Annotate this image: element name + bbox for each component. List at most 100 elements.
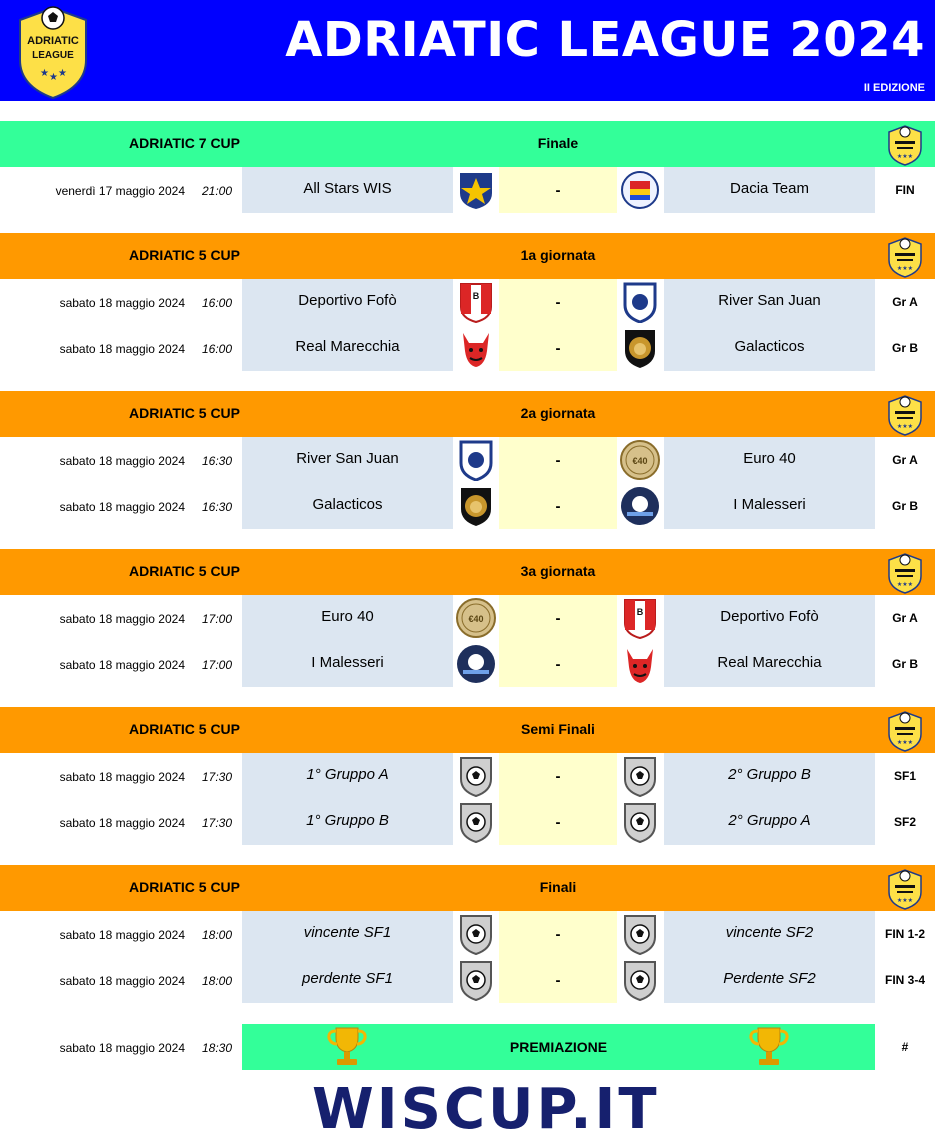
away-team: 2° Gruppo A [664, 799, 875, 845]
home-team: Real Marecchia [242, 325, 453, 371]
home-team: Deportivo Fofò [242, 279, 453, 325]
cup-name: ADRIATIC 5 CUP [129, 247, 240, 263]
euro-coin-icon: €40 [620, 440, 660, 480]
match-code: Gr A [892, 295, 918, 309]
svg-text:★★★: ★★★ [897, 265, 913, 272]
match-row: sabato 18 maggio 2024 17:30 1° Gruppo A - 2°… [0, 753, 935, 799]
match-score: - [499, 911, 617, 957]
match-code: FIN 1-2 [884, 927, 925, 941]
match-date: sabato 18 maggio 2024 [59, 770, 185, 784]
fbi-shield-icon: B [624, 599, 656, 639]
round-name: Finali [539, 879, 577, 895]
match-time: 21:00 [201, 184, 232, 198]
match-code: FIN 3-4 [884, 973, 925, 987]
match-row: sabato 18 maggio 2024 18:00 vincente SF1- v… [0, 911, 935, 957]
cup-name: ADRIATIC 5 CUP [129, 405, 240, 421]
match-row: sabato 18 maggio 2024 16:30 Galacticos - I M… [0, 483, 935, 529]
match-code: Gr A [892, 611, 918, 625]
adriatic-mini-logo-icon: ★★★ [888, 237, 922, 278]
match-row: venerdì 17 maggio 2024 21:00 All Stars WIS… [0, 167, 935, 213]
malesseri-ball-icon [621, 487, 659, 525]
match-score: - [499, 483, 617, 529]
svg-text:★: ★ [40, 68, 49, 79]
premiazione-row: sabato 18 maggio 2024 18:30 PREMIAZIONE … [0, 1024, 935, 1070]
match-time: 16:00 [201, 342, 232, 356]
svg-text:★★★: ★★★ [897, 581, 913, 588]
section-header: ADRIATIC 5 CUP Semi Finali ★★★ [0, 707, 935, 753]
match-time: 17:30 [201, 816, 232, 830]
match-row: sabato 18 maggio 2024 16:00 Real Marecchia… [0, 325, 935, 371]
home-team: River San Juan [242, 437, 453, 483]
devil-icon [627, 649, 653, 683]
lion-shield-icon [461, 488, 491, 526]
home-team: 1° Gruppo A [242, 753, 453, 799]
svg-text:★: ★ [49, 72, 58, 83]
section-header: ADRIATIC 5 CUP Finali ★★★ [0, 865, 935, 911]
match-code: Gr B [891, 657, 918, 671]
match-code: SF1 [893, 769, 916, 783]
adriatic-mini-logo-icon: ★★★ [888, 395, 922, 436]
match-code: Gr B [891, 499, 918, 513]
cup-name: ADRIATIC 7 CUP [129, 135, 240, 151]
malesseri-ball-icon [457, 645, 495, 683]
round-name: Finale [537, 135, 579, 151]
match-code: FIN [895, 183, 915, 197]
round-name: 3a giornata [520, 563, 596, 579]
match-date: sabato 18 maggio 2024 [59, 1041, 185, 1055]
match-date: sabato 18 maggio 2024 [59, 454, 185, 468]
match-score: - [499, 279, 617, 325]
away-team: Perdente SF2 [664, 957, 875, 1003]
match-date: sabato 18 maggio 2024 [59, 296, 185, 310]
section-header: ADRIATIC 7 CUP Finale ★★★ [0, 121, 935, 167]
euro-coin-icon: €40 [456, 598, 496, 638]
lion-shield-icon [625, 330, 655, 368]
match-code: # [901, 1040, 909, 1054]
cup-name: ADRIATIC 5 CUP [129, 721, 240, 737]
match-row: sabato 18 maggio 2024 16:30 River San Juan… [0, 437, 935, 483]
svg-text:★★★: ★★★ [897, 897, 913, 904]
svg-text:★★★: ★★★ [897, 153, 913, 160]
cup-name: ADRIATIC 5 CUP [129, 879, 240, 895]
generic-ball-shield-icon [460, 961, 492, 1001]
match-time: 16:00 [201, 296, 232, 310]
away-team: Deportivo Fofò [664, 595, 875, 641]
wiscup-brand-logo: WISCUP.IT [312, 1077, 660, 1142]
home-team: I Malesseri [242, 641, 453, 687]
match-score: - [499, 957, 617, 1003]
match-score: - [499, 595, 617, 641]
away-team: Galacticos [664, 325, 875, 371]
away-team: River San Juan [664, 279, 875, 325]
svg-text:★★★: ★★★ [897, 739, 913, 746]
home-team: perdente SF1 [242, 957, 453, 1003]
home-team: vincente SF1 [242, 911, 453, 957]
generic-ball-shield-icon [624, 915, 656, 955]
away-team: Real Marecchia [664, 641, 875, 687]
match-score: - [499, 437, 617, 483]
generic-ball-shield-icon [460, 757, 492, 797]
match-time: 17:00 [201, 658, 232, 672]
svg-text:B: B [473, 291, 480, 301]
match-score: - [499, 167, 617, 213]
fbi-shield-icon: B [460, 283, 492, 323]
svg-text:B: B [637, 607, 644, 617]
away-team: 2° Gruppo B [664, 753, 875, 799]
svg-text:€40: €40 [632, 456, 647, 466]
match-date: sabato 18 maggio 2024 [59, 342, 185, 356]
away-team: Euro 40 [664, 437, 875, 483]
svg-text:★★★: ★★★ [897, 423, 913, 430]
home-team: 1° Gruppo B [242, 799, 453, 845]
match-row: sabato 18 maggio 2024 17:00 Euro 40 €40 - B De… [0, 595, 935, 641]
generic-ball-shield-icon [624, 961, 656, 1001]
match-score: - [499, 641, 617, 687]
adriatic-league-logo-icon: ADRIATIC LEAGUE ★ ★ ★ [19, 6, 87, 100]
trophy-icon [327, 1027, 367, 1065]
adriatic-mini-logo-icon: ★★★ [888, 553, 922, 594]
match-row: sabato 18 maggio 2024 17:30 1° Gruppo B - 2°… [0, 799, 935, 845]
match-date: sabato 18 maggio 2024 [59, 612, 185, 626]
generic-ball-shield-icon [624, 803, 656, 843]
match-score: - [499, 753, 617, 799]
page-header: ADRIATIC LEAGUE ★ ★ ★ ADRIATIC LEAGUE 20… [0, 0, 935, 101]
generic-ball-shield-icon [460, 803, 492, 843]
match-code: Gr B [891, 341, 918, 355]
section-header: ADRIATIC 5 CUP 1a giornata ★★★ [0, 233, 935, 279]
